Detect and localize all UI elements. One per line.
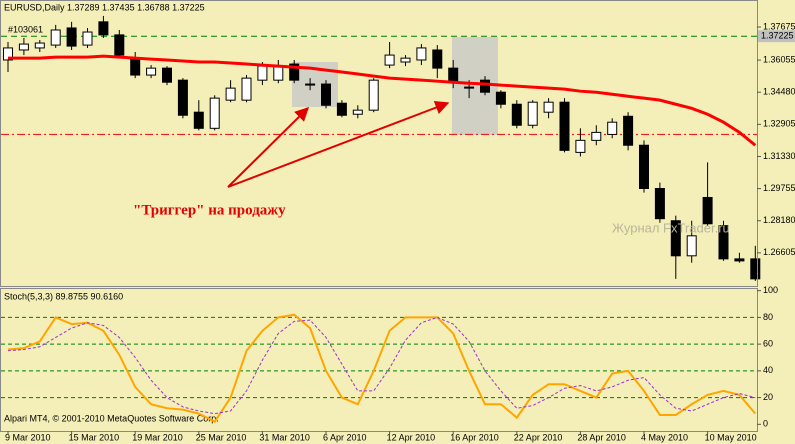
account: #103061	[8, 24, 43, 34]
highlight-box	[452, 37, 498, 135]
y-tick-label: 40	[763, 365, 773, 375]
y-tick-label: 1.28180	[763, 215, 795, 225]
candle-body	[734, 258, 745, 262]
x-tick-label: 10 May 2010	[705, 432, 757, 442]
candle-body	[3, 47, 13, 61]
candle-body	[623, 115, 634, 146]
stoch-title: Stoch(5,3,3) 89.8755 90.6160	[4, 291, 123, 301]
candle-body	[495, 91, 506, 105]
candle-body	[607, 121, 618, 135]
x-tick-label: 16 Apr 2010	[450, 432, 499, 442]
candle-body	[511, 103, 522, 126]
candle-body	[686, 235, 697, 257]
candle-body	[177, 79, 188, 116]
arrow	[227, 100, 450, 188]
candle-body	[718, 225, 729, 260]
y-tick-label: 80	[763, 312, 773, 322]
candle-body	[670, 220, 681, 257]
y-tick-label: 1.37675	[763, 21, 795, 31]
candle-body	[400, 57, 411, 63]
candle-body	[480, 79, 490, 93]
current-price-box	[758, 30, 795, 43]
x-tick-label: 12 Apr 2010	[387, 432, 436, 442]
candle-body	[162, 67, 172, 83]
candle-body	[130, 57, 141, 76]
x-tick-label: 25 Mar 2010	[196, 432, 247, 442]
candle-body	[321, 83, 331, 106]
candle-body	[448, 67, 459, 83]
candle-body	[305, 83, 316, 86]
annotation: "Триггер" на продажу	[133, 202, 286, 218]
candle-body	[639, 144, 649, 189]
candle-body	[193, 111, 204, 129]
candle-body	[352, 109, 363, 115]
y-tick-label: 1.29755	[763, 183, 795, 193]
candle-body	[273, 65, 284, 81]
candle-body	[416, 47, 427, 61]
y-tick-label: 1.36055	[763, 54, 795, 64]
candle-body	[336, 102, 347, 116]
candle-body	[34, 42, 45, 49]
y-tick-label: 100	[763, 285, 778, 295]
candle-body	[543, 101, 554, 113]
price-panel	[1, 15, 761, 281]
footer: Alpari MT4, © 2001-2010 MetaQuotes Softw…	[4, 413, 219, 423]
candle-body	[432, 49, 443, 69]
panel-border	[0, 288, 758, 432]
x-tick-label: 22 Apr 2010	[514, 432, 563, 442]
candle-body	[50, 29, 61, 46]
y-tick-label: 1.32905	[763, 119, 795, 129]
candle-body	[146, 67, 157, 76]
candle-body	[209, 97, 220, 129]
y-tick-label: 60	[763, 339, 773, 349]
candle-body	[750, 258, 761, 280]
panel-border	[0, 0, 758, 287]
candle-body	[98, 21, 109, 36]
candle-body	[114, 34, 125, 56]
x-tick-label: 6 Apr 2010	[323, 432, 367, 442]
candle-body	[18, 43, 29, 51]
candle-body	[368, 79, 379, 111]
x-tick-label: 9 Mar 2010	[5, 432, 51, 442]
stoch-line	[7, 313, 757, 423]
candle-body	[241, 77, 252, 101]
candle-body	[559, 101, 570, 151]
candle-body	[575, 139, 586, 153]
y-tick-label: 1.26605	[763, 247, 795, 257]
candle-body	[654, 187, 665, 220]
x-tick-label: 15 Mar 2010	[69, 432, 120, 442]
arrow	[227, 107, 309, 188]
x-tick-label: 28 Apr 2010	[577, 432, 626, 442]
moving-average	[8, 54, 757, 147]
current-price-label: 1.37225	[761, 31, 794, 41]
candle-body	[464, 86, 475, 89]
candle-body	[527, 101, 538, 126]
candle-body	[289, 63, 300, 81]
y-tick-label: 1.34480	[763, 87, 795, 97]
x-tick-label: 19 Mar 2010	[132, 432, 183, 442]
y-tick-label: 20	[763, 392, 773, 402]
stoch-line	[7, 316, 756, 415]
x-tick-label: 4 May 2010	[641, 432, 688, 442]
candle-body	[591, 131, 602, 141]
candle-body	[702, 196, 713, 225]
y-tick-label: 1.31330	[763, 151, 795, 161]
candle-body	[225, 87, 236, 101]
candle-body	[66, 27, 77, 47]
candle-body	[257, 65, 268, 81]
chart-title: EURUSD,Daily 1.37289 1.37435 1.36788 1.3…	[4, 2, 205, 12]
candle-body	[82, 31, 93, 46]
x-tick-label: 31 Mar 2010	[259, 432, 310, 442]
candle-body	[384, 54, 395, 66]
watermark: Журнал FxTrader.ru	[612, 220, 730, 235]
y-tick-label: 0	[763, 419, 768, 429]
